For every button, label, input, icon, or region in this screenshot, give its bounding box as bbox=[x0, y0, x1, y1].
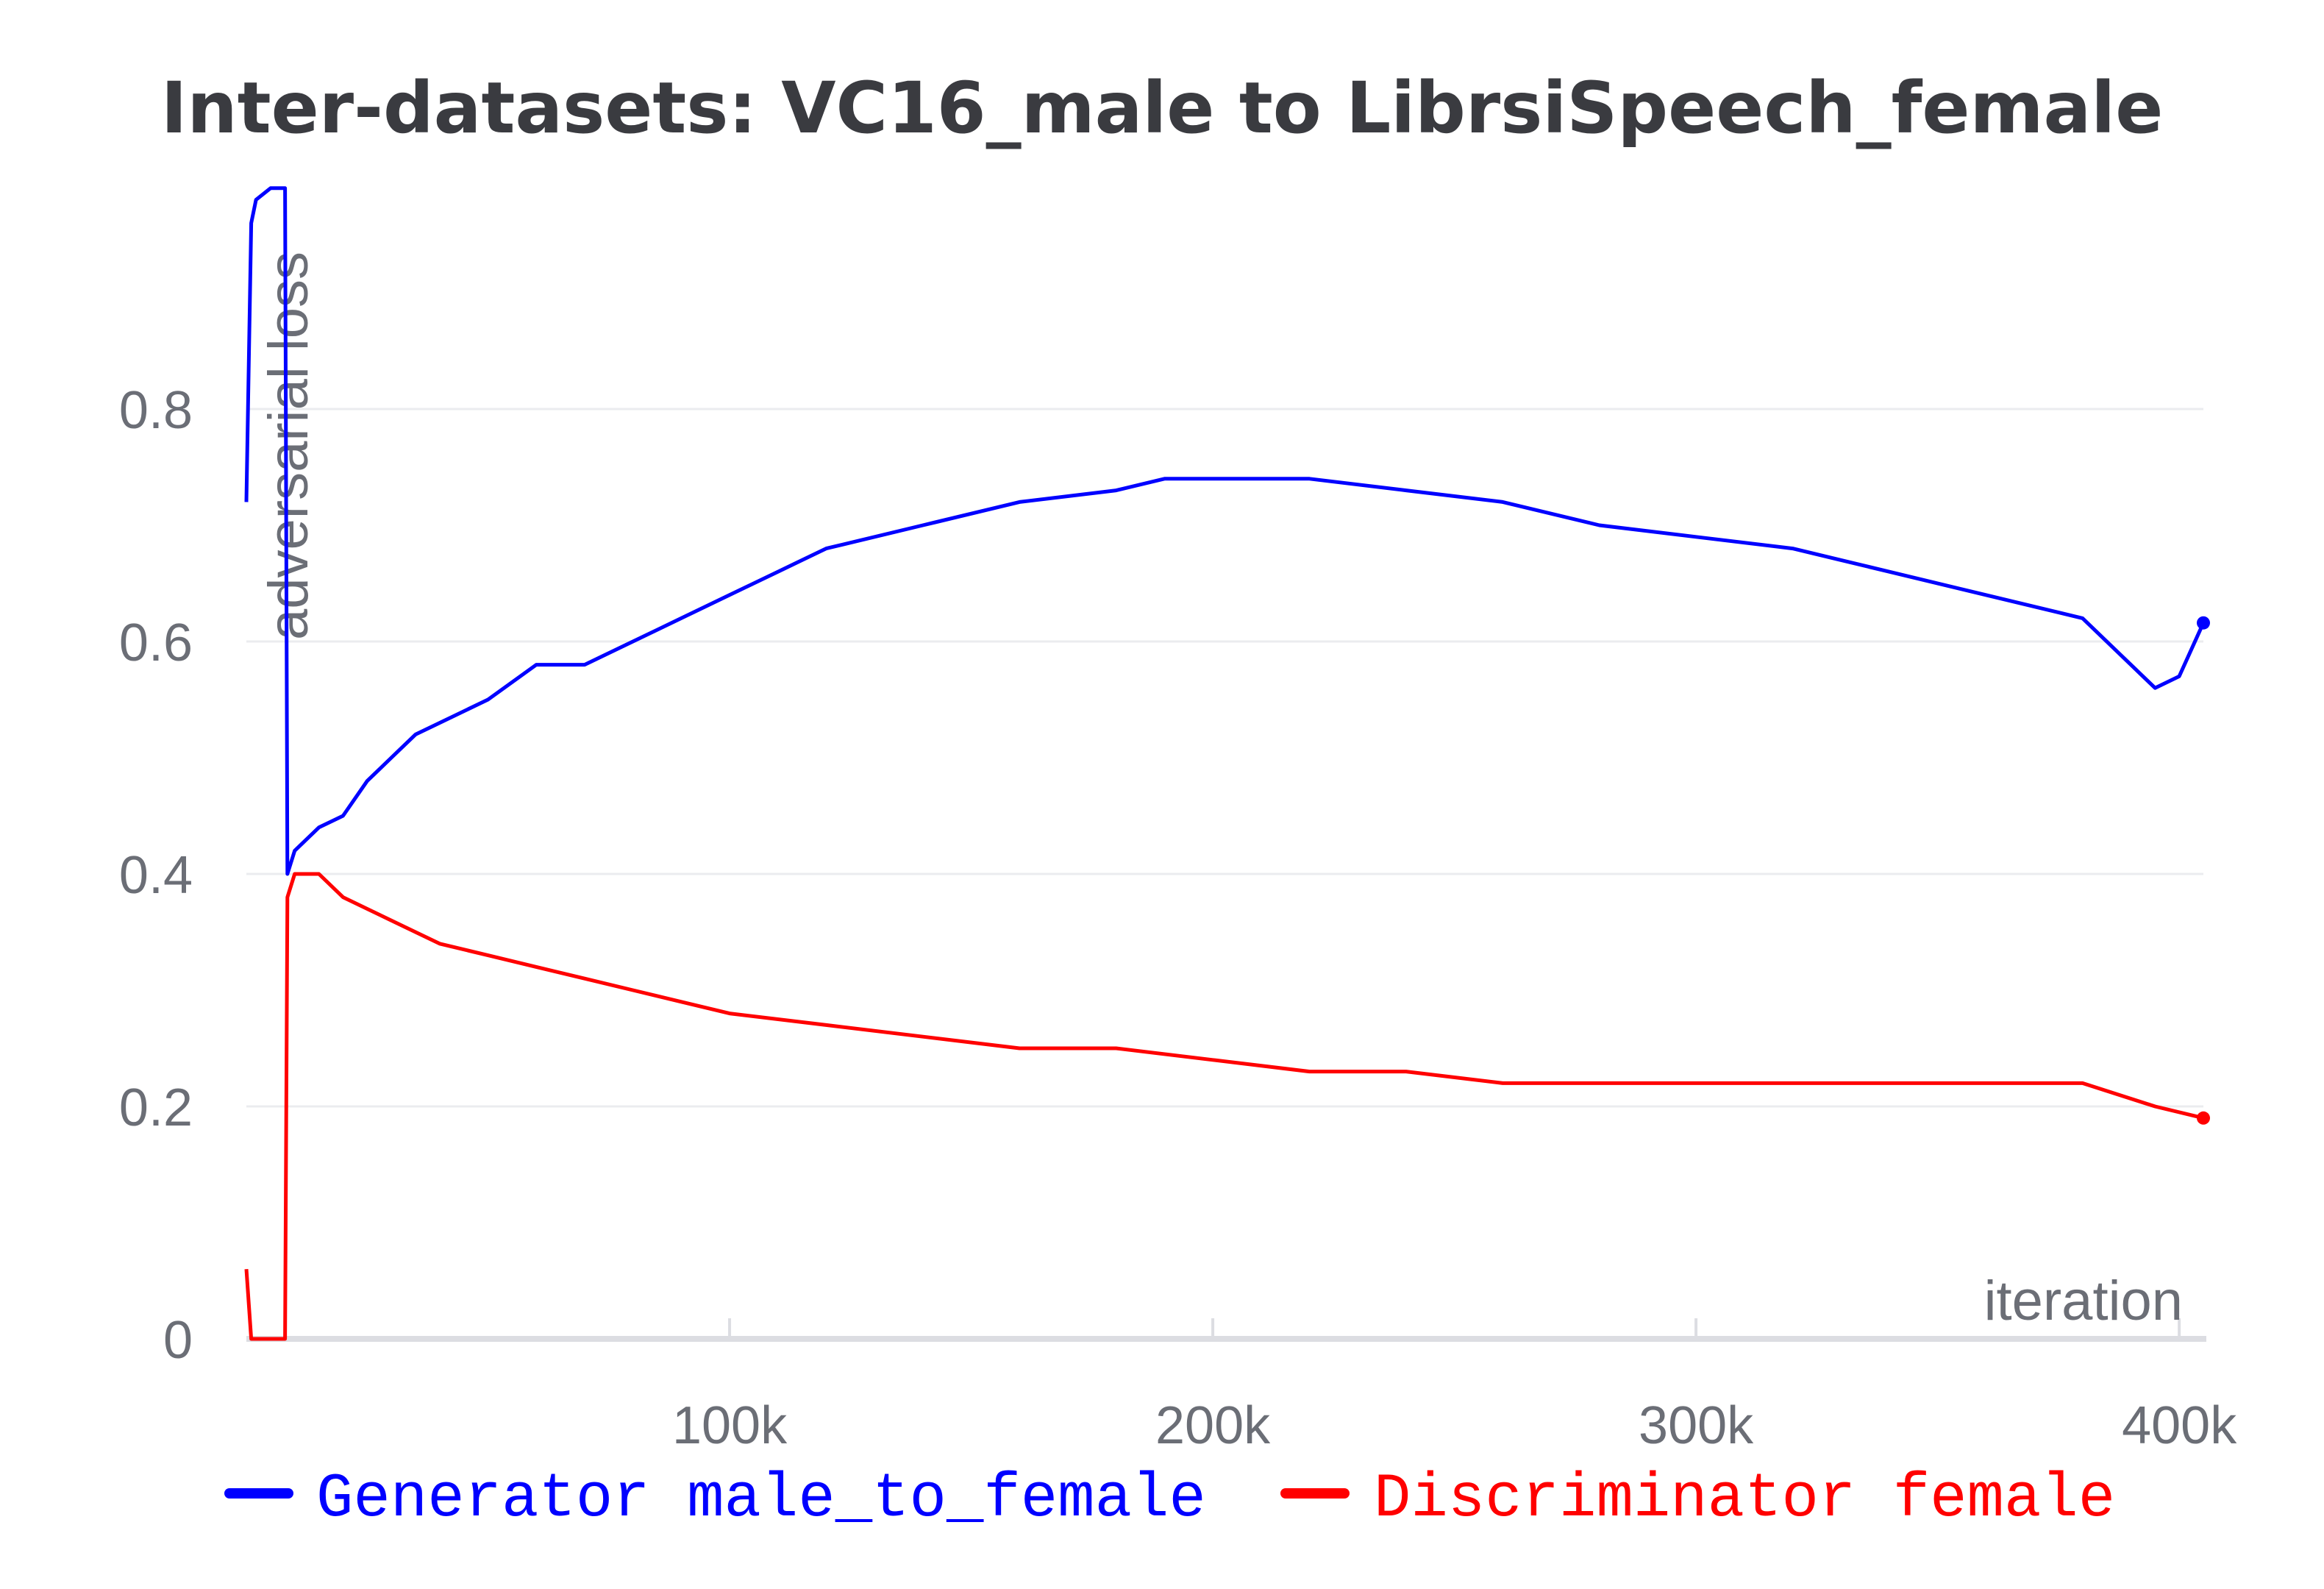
legend-item-generator[interactable]: Generator male_to_female bbox=[224, 1465, 1206, 1535]
series-lines bbox=[244, 186, 2206, 1341]
series-endpoint-1 bbox=[2197, 1111, 2210, 1125]
y-tick-label: 0.8 bbox=[119, 381, 193, 440]
y-axis-label: adversarial loss bbox=[257, 252, 320, 640]
y-tick-label: 0.4 bbox=[119, 846, 193, 905]
series-line-1 bbox=[244, 872, 2204, 1341]
legend: Generator male_to_female Discriminator f… bbox=[224, 1465, 2115, 1535]
y-tick-label: 0 bbox=[163, 1311, 193, 1370]
x-axis-label: iteration bbox=[1984, 1270, 2183, 1332]
x-tick-labels: 100k 200k 300k 400k bbox=[672, 1396, 2237, 1455]
series-endpoint-0 bbox=[2197, 616, 2210, 630]
series-line-0 bbox=[244, 186, 2206, 876]
gridlines bbox=[246, 408, 2206, 1342]
chart-title: Inter-datasets: VC16_male to LibrsiSpeec… bbox=[161, 67, 2164, 149]
x-tick-label: 200k bbox=[1155, 1396, 1271, 1455]
x-tick-label: 100k bbox=[672, 1396, 788, 1455]
y-tick-labels: 0 0.2 0.4 0.6 0.8 bbox=[119, 381, 193, 1370]
y-tick-label: 0.6 bbox=[119, 614, 193, 672]
x-tick-label: 300k bbox=[1639, 1396, 1754, 1455]
y-tick-label: 0.2 bbox=[119, 1078, 193, 1137]
legend-label-discriminator: Discriminator female bbox=[1374, 1465, 2115, 1535]
legend-item-discriminator[interactable]: Discriminator female bbox=[1280, 1465, 2115, 1535]
series-endpoints bbox=[2197, 616, 2210, 1125]
legend-label-generator: Generator male_to_female bbox=[316, 1465, 1206, 1535]
x-tick-label: 400k bbox=[2122, 1396, 2237, 1455]
